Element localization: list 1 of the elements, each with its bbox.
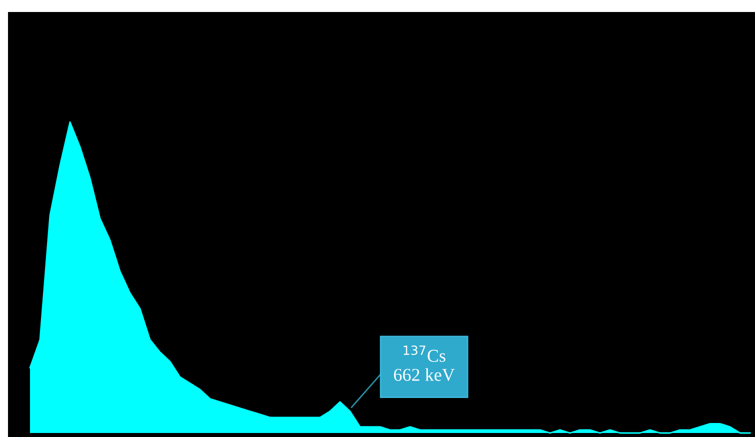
annotation: $^{137}$Cs 662 keV — [394, 345, 455, 382]
